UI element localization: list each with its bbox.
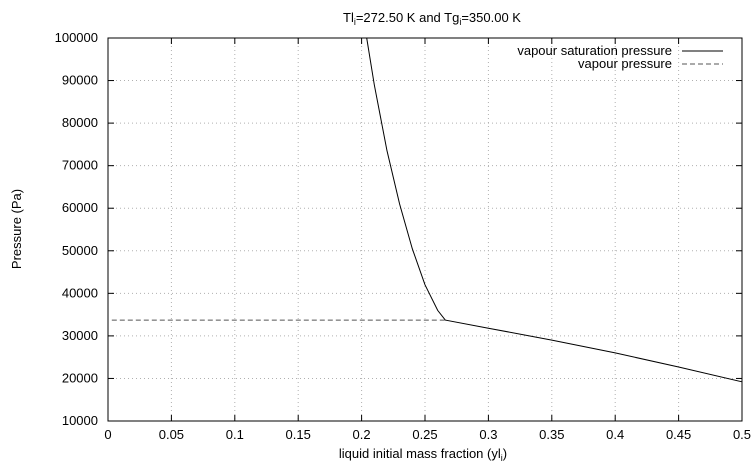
x-tick-label: 0.4: [606, 427, 624, 442]
x-tick-labels: 0 0.05 0.1 0.15 0.2 0.25 0.3 0.35 0.4 0.45 0.5: [104, 427, 751, 442]
x-tick-label: 0.05: [159, 427, 184, 442]
x-tick-label: 0.25: [412, 427, 437, 442]
legend-label: vapour pressure: [578, 56, 672, 71]
x-tick-label: 0: [104, 427, 111, 442]
y-tick-label: 80000: [62, 115, 98, 130]
y-tick-label: 100000: [55, 30, 98, 45]
y-tick-label: 70000: [62, 158, 98, 173]
y-tick-labels: 10000 20000 30000 40000 50000 60000 70000 80000…: [55, 30, 98, 428]
y-tick-label: 40000: [62, 285, 98, 300]
y-tick-label: 10000: [62, 413, 98, 428]
chart-title: Tli=272.50 K and Tgi=350.00 K: [343, 10, 521, 27]
axis-ticks: [107, 37, 743, 422]
x-axis-title: liquid initial mass fraction (yli): [339, 446, 507, 463]
y-tick-label: 60000: [62, 200, 98, 215]
x-tick-label: 0.2: [353, 427, 371, 442]
series-line-vapour-saturation-pressure: [366, 37, 743, 383]
y-tick-label: 90000: [62, 73, 98, 88]
grid-lines: [108, 38, 742, 421]
y-tick-label: 50000: [62, 243, 98, 258]
y-tick-label: 30000: [62, 328, 98, 343]
y-tick-label: 20000: [62, 370, 98, 385]
x-tick-label: 0.45: [666, 427, 691, 442]
legend-label: vapour saturation pressure: [517, 43, 672, 58]
x-tick-label: 0.1: [226, 427, 244, 442]
x-tick-label: 0.35: [539, 427, 564, 442]
series-lines: [111, 37, 743, 383]
x-tick-label: 0.3: [479, 427, 497, 442]
x-tick-label: 0.15: [286, 427, 311, 442]
plot-frame: [107, 37, 743, 422]
y-axis-title: Pressure (Pa): [9, 189, 24, 269]
x-tick-label: 0.5: [733, 427, 751, 442]
